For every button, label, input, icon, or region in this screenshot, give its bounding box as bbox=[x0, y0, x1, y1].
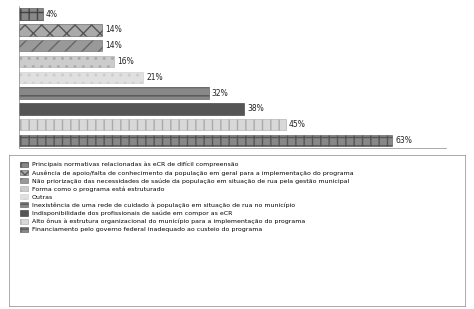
Bar bbox=[19, 56, 114, 67]
Text: 32%: 32% bbox=[211, 89, 228, 98]
Text: 4%: 4% bbox=[46, 10, 58, 19]
Text: 21%: 21% bbox=[146, 73, 163, 82]
Bar bbox=[19, 24, 102, 36]
Bar bbox=[19, 119, 285, 130]
Text: 14%: 14% bbox=[105, 25, 122, 34]
Bar bbox=[19, 135, 392, 146]
Bar bbox=[19, 40, 102, 51]
Text: 45%: 45% bbox=[289, 120, 305, 129]
Bar bbox=[19, 8, 43, 20]
Bar bbox=[19, 72, 143, 83]
Bar bbox=[19, 103, 244, 115]
Text: 14%: 14% bbox=[105, 41, 122, 50]
Bar bbox=[19, 87, 209, 99]
Text: 38%: 38% bbox=[247, 104, 264, 113]
Legend: Principais normativas relacionadas às eCR de difícil compreensão, Ausência de ap: Principais normativas relacionadas às eC… bbox=[17, 159, 356, 235]
Text: 16%: 16% bbox=[117, 57, 134, 66]
Text: 63%: 63% bbox=[395, 136, 412, 145]
